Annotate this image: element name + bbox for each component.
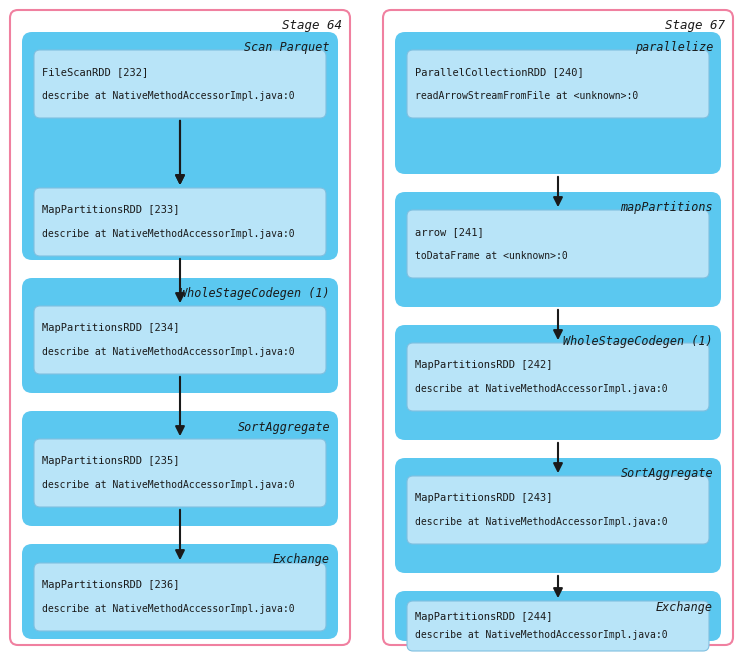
Text: MapPartitionsRDD [236]: MapPartitionsRDD [236]	[42, 580, 180, 590]
FancyBboxPatch shape	[34, 439, 326, 507]
Text: readArrowStreamFromFile at <unknown>:0: readArrowStreamFromFile at <unknown>:0	[415, 91, 638, 101]
Text: Exchange: Exchange	[656, 600, 713, 613]
FancyBboxPatch shape	[10, 10, 350, 645]
FancyBboxPatch shape	[34, 306, 326, 374]
FancyBboxPatch shape	[395, 192, 721, 307]
FancyBboxPatch shape	[34, 188, 326, 256]
Text: MapPartitionsRDD [235]: MapPartitionsRDD [235]	[42, 456, 180, 466]
Text: Exchange: Exchange	[273, 553, 330, 566]
FancyBboxPatch shape	[22, 32, 338, 260]
FancyBboxPatch shape	[383, 10, 733, 645]
Text: Stage 64: Stage 64	[282, 20, 342, 32]
FancyBboxPatch shape	[407, 210, 709, 278]
FancyBboxPatch shape	[407, 601, 709, 651]
Text: mapPartitions: mapPartitions	[620, 202, 713, 215]
Text: ParallelCollectionRDD [240]: ParallelCollectionRDD [240]	[415, 67, 584, 77]
Text: SortAggregate: SortAggregate	[620, 467, 713, 481]
Text: MapPartitionsRDD [243]: MapPartitionsRDD [243]	[415, 492, 553, 503]
Text: describe at NativeMethodAccessorImpl.java:0: describe at NativeMethodAccessorImpl.jav…	[415, 518, 668, 527]
Text: SortAggregate: SortAggregate	[237, 420, 330, 434]
Text: describe at NativeMethodAccessorImpl.java:0: describe at NativeMethodAccessorImpl.jav…	[42, 481, 295, 490]
FancyBboxPatch shape	[395, 325, 721, 440]
Text: MapPartitionsRDD [234]: MapPartitionsRDD [234]	[42, 323, 180, 332]
Text: MapPartitionsRDD [242]: MapPartitionsRDD [242]	[415, 360, 553, 369]
FancyBboxPatch shape	[34, 50, 326, 118]
FancyBboxPatch shape	[22, 278, 338, 393]
Text: describe at NativeMethodAccessorImpl.java:0: describe at NativeMethodAccessorImpl.jav…	[42, 91, 295, 101]
FancyBboxPatch shape	[407, 476, 709, 544]
Text: describe at NativeMethodAccessorImpl.java:0: describe at NativeMethodAccessorImpl.jav…	[42, 604, 295, 614]
Text: MapPartitionsRDD [233]: MapPartitionsRDD [233]	[42, 205, 180, 215]
Text: describe at NativeMethodAccessorImpl.java:0: describe at NativeMethodAccessorImpl.jav…	[415, 384, 668, 394]
Text: describe at NativeMethodAccessorImpl.java:0: describe at NativeMethodAccessorImpl.jav…	[415, 630, 668, 640]
FancyBboxPatch shape	[407, 50, 709, 118]
Text: WholeStageCodegen (1): WholeStageCodegen (1)	[563, 334, 713, 348]
FancyBboxPatch shape	[395, 591, 721, 641]
Text: MapPartitionsRDD [244]: MapPartitionsRDD [244]	[415, 612, 553, 622]
Text: parallelize: parallelize	[635, 42, 713, 54]
FancyBboxPatch shape	[395, 32, 721, 174]
Text: Stage 67: Stage 67	[665, 20, 725, 32]
Text: FileScanRDD [232]: FileScanRDD [232]	[42, 67, 149, 77]
Text: describe at NativeMethodAccessorImpl.java:0: describe at NativeMethodAccessorImpl.jav…	[42, 347, 295, 357]
FancyBboxPatch shape	[22, 544, 338, 639]
Text: WholeStageCodegen (1): WholeStageCodegen (1)	[181, 288, 330, 301]
FancyBboxPatch shape	[22, 411, 338, 526]
FancyBboxPatch shape	[407, 343, 709, 411]
Text: Scan Parquet: Scan Parquet	[244, 42, 330, 54]
FancyBboxPatch shape	[395, 458, 721, 573]
Text: toDataFrame at <unknown>:0: toDataFrame at <unknown>:0	[415, 251, 568, 261]
Text: arrow [241]: arrow [241]	[415, 227, 484, 237]
Text: describe at NativeMethodAccessorImpl.java:0: describe at NativeMethodAccessorImpl.jav…	[42, 229, 295, 239]
FancyBboxPatch shape	[34, 563, 326, 631]
